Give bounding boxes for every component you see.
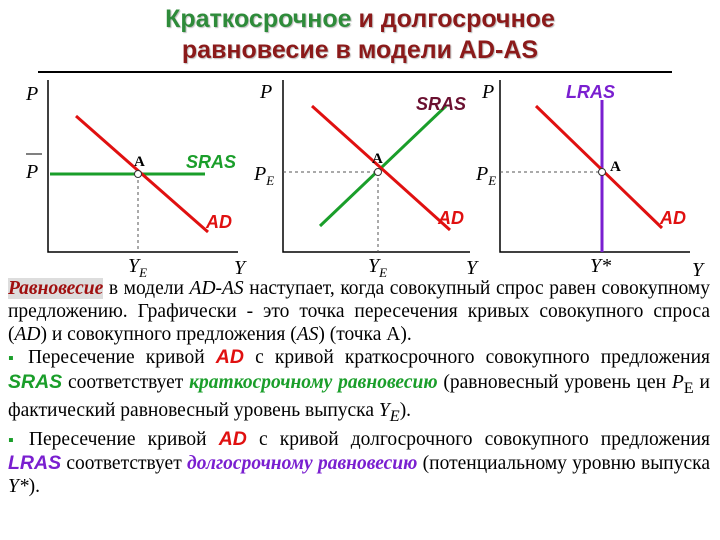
curve-label: AD: [205, 212, 232, 232]
demand-curve: [534, 104, 664, 230]
point: [374, 168, 382, 176]
curve-label: AD: [437, 208, 464, 228]
text: наступает, когда совокупный спрос равен …: [8, 278, 710, 345]
subscript: E: [138, 265, 147, 280]
axis-label: P: [481, 81, 494, 103]
text: ) (точка А).: [318, 323, 412, 345]
term: SRAS: [8, 371, 63, 394]
price-label: P: [25, 161, 38, 183]
subscript: E: [378, 265, 387, 280]
term: AD: [215, 346, 244, 369]
supply-curve: [318, 104, 448, 228]
curve-label: AD: [659, 208, 686, 228]
bullet: Пересечение кривой AD с кривой долгосроч…: [8, 428, 710, 499]
term: AD: [218, 427, 247, 450]
text: Пересечение кривой: [28, 428, 219, 450]
curve-label: LRAS: [566, 82, 615, 102]
text: соответствует: [61, 453, 188, 475]
axes: [47, 80, 238, 253]
term: AD: [14, 323, 41, 345]
term: краткосрочному равновесию: [189, 372, 438, 394]
output-label: Y*: [590, 255, 611, 277]
symbol: Y: [368, 255, 381, 277]
text: (потенциальному уровню выпуска: [417, 453, 710, 475]
output-label: YE: [368, 255, 387, 280]
demand-curve: [310, 104, 452, 232]
term: AD-AS: [189, 278, 244, 299]
term: AS: [296, 323, 319, 345]
axis-label: P: [25, 83, 38, 105]
graph: P PE A SRAS AD YE Y: [253, 80, 479, 280]
text: ).: [28, 476, 40, 498]
point: [134, 170, 142, 178]
symbol: P: [253, 163, 266, 185]
subscript: E: [389, 406, 400, 425]
curve-label: SRAS: [416, 94, 466, 114]
bullet: Пересечение кривой AD с кривой краткосро…: [8, 346, 710, 427]
title-line: равновесие в модели AD-AS: [181, 36, 539, 64]
point: [598, 168, 606, 176]
subscript: E: [487, 173, 496, 188]
symbol: Y: [128, 255, 141, 277]
output-label: YE: [128, 255, 147, 280]
text-body: Равновесие в модели AD-AS наступает, ког…: [8, 278, 710, 499]
symbol: Y: [378, 399, 390, 421]
price-label: PE: [253, 163, 274, 188]
text: ) и совокупного предложения (: [40, 323, 297, 345]
axes: [282, 80, 470, 253]
title-part: и долгосрочное: [358, 5, 555, 33]
axis-label: Y: [466, 257, 479, 279]
point-label: A: [134, 154, 145, 170]
text: ).: [399, 399, 412, 421]
axis-label: P: [259, 81, 272, 103]
text: и фактический равновесный уровень выпуск…: [8, 372, 710, 421]
symbol: P: [475, 163, 488, 185]
price-label: PE: [475, 163, 496, 188]
graph: P PE A LRAS AD Y* Y: [475, 80, 705, 281]
symbol: Y*: [8, 476, 29, 498]
axis-label: Y: [234, 257, 247, 279]
text: Пересечение кривой: [27, 347, 216, 369]
axes: [499, 80, 690, 253]
axis-label: Y: [692, 259, 705, 281]
text: соответствует: [62, 372, 190, 394]
text: (равновесный уровень цен: [437, 372, 672, 394]
subscript: E: [683, 379, 694, 398]
term: Равновесие: [8, 278, 104, 299]
paragraph: Равновесие в модели AD-AS наступает, ког…: [8, 278, 710, 346]
graph: P P A SRAS AD YE Y: [25, 80, 247, 280]
text: с кривой долгосрочного совокупного предл…: [246, 428, 710, 450]
title-part: Краткосрочное: [165, 5, 352, 33]
text: с кривой краткосрочного совокупного пред…: [243, 347, 710, 369]
point-label: A: [372, 151, 383, 167]
title: Краткосрочное и долгосрочное равновесие …: [0, 4, 720, 66]
subscript: E: [265, 173, 274, 188]
text: в модели: [103, 278, 190, 299]
term: LRAS: [8, 452, 62, 475]
point-label: A: [610, 159, 621, 175]
symbol: P: [671, 372, 684, 394]
term: долгосрочному равновесию: [187, 453, 418, 475]
curve-label: SRAS: [186, 152, 236, 172]
